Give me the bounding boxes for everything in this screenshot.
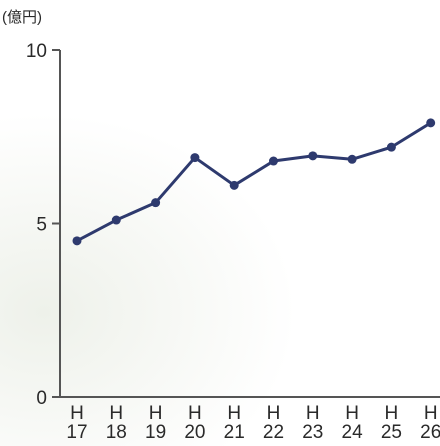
x-tick-year: 26	[420, 422, 440, 443]
x-tick-era: H	[149, 403, 163, 424]
x-tick-year: 25	[381, 422, 402, 443]
data-point-H22	[269, 156, 278, 166]
x-tick-label-H18: H18	[106, 403, 127, 443]
x-tick-era: H	[385, 403, 399, 424]
x-tick-era: H	[109, 403, 123, 424]
x-tick-year: 22	[263, 422, 284, 443]
x-tick-label-H24: H24	[342, 403, 364, 443]
y-tick-label: 5	[36, 215, 47, 236]
x-tick-label-H26: H26	[420, 403, 440, 443]
data-point-H17	[72, 236, 82, 246]
y-unit-label: (億円)	[2, 9, 42, 26]
x-tick-era: H	[267, 403, 281, 424]
x-tick-label-H19: H19	[145, 403, 166, 443]
x-tick-label-H21: H21	[224, 403, 245, 443]
x-tick-label-H22: H22	[263, 403, 284, 443]
x-tick-year: 17	[66, 422, 87, 443]
x-tick-year: 21	[224, 422, 245, 443]
y-tick-label: 10	[26, 41, 47, 62]
x-tick-label-H17: H17	[66, 403, 87, 443]
data-point-H19	[151, 198, 161, 208]
data-point-H24	[347, 154, 357, 164]
x-tick-era: H	[345, 403, 359, 424]
x-tick-year: 19	[145, 422, 166, 443]
x-tick-era: H	[227, 403, 241, 424]
data-point-H18	[111, 215, 121, 225]
x-tick-year: 18	[106, 422, 127, 443]
x-tick-year: 24	[342, 422, 364, 443]
data-point-H23	[308, 151, 318, 161]
x-tick-era: H	[306, 403, 320, 424]
x-tick-year: 20	[184, 422, 205, 443]
x-tick-label-H20: H20	[184, 403, 205, 443]
data-point-H20	[190, 153, 200, 163]
x-tick-label-H25: H25	[381, 403, 402, 443]
y-tick-label: 0	[36, 388, 47, 409]
data-point-H25	[386, 142, 396, 152]
x-tick-era: H	[70, 403, 84, 424]
data-point-H21	[229, 180, 239, 190]
x-tick-era: H	[188, 403, 202, 424]
series-line-0	[76, 121, 432, 243]
y-ticks: 0 5 10	[26, 41, 60, 409]
x-tick-era: H	[424, 403, 438, 424]
x-tick-label-H23: H23	[302, 403, 323, 443]
data-point-H26	[426, 118, 436, 128]
series-layer	[72, 118, 436, 246]
x-tick-year: 23	[302, 422, 323, 443]
